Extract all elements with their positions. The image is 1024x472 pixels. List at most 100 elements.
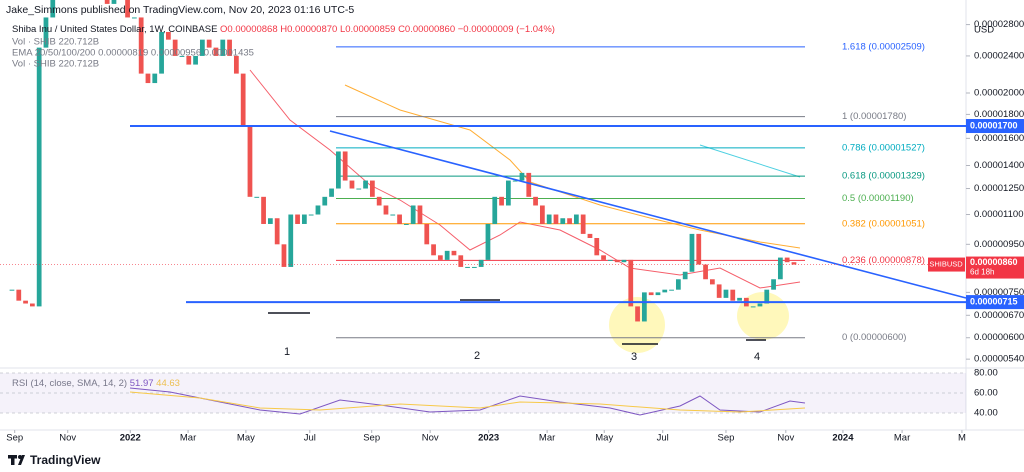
rsi-sma-value: 44.63 <box>156 378 180 389</box>
y-tick-label: 0.00000600 <box>974 332 1024 343</box>
candle-body <box>329 188 334 197</box>
price-tag <box>966 119 1024 134</box>
fib-label: 0.618 (0.00001329) <box>842 171 925 182</box>
rsi-line <box>129 387 806 416</box>
price-tag <box>966 256 1024 279</box>
candle-body <box>716 284 722 298</box>
y-tick-label: 0.00001600 <box>974 133 1024 144</box>
candle-body <box>274 218 280 245</box>
candle-body <box>777 257 783 280</box>
candle-body <box>505 180 511 206</box>
x-tick-label: May <box>595 433 613 444</box>
x-tick-label: Sep <box>6 433 23 444</box>
candle-body <box>403 223 409 225</box>
candle-body <box>138 17 144 74</box>
publisher-note: Jake_Simmons published on TradingView.co… <box>6 4 354 16</box>
candle-body <box>159 31 164 74</box>
candle-body <box>165 31 171 40</box>
candle-body <box>145 73 151 84</box>
trendline <box>329 130 967 299</box>
highlight-circle <box>737 292 789 340</box>
candle-body <box>233 55 239 74</box>
candle-body <box>36 47 42 307</box>
candle-body <box>655 292 661 296</box>
symbol-tag-box <box>928 257 965 272</box>
candle-body <box>342 151 348 181</box>
brand-logo <box>8 455 25 465</box>
candle-body <box>512 180 518 182</box>
candle-body <box>322 196 328 206</box>
candle-body <box>451 250 457 256</box>
candle-body <box>193 55 198 65</box>
candle-body <box>437 255 443 260</box>
y-tick-label: 0.00002800 <box>974 19 1024 30</box>
candle-body <box>131 17 137 19</box>
candle-body <box>675 279 681 290</box>
candle-body <box>587 233 593 238</box>
candle-body <box>261 196 266 224</box>
rsi-title: RSI (14, close, SMA, 14, 2) 51.97 44.63 <box>12 378 180 389</box>
y-tick-label: 0.00001100 <box>974 209 1024 220</box>
candle-body <box>29 303 35 307</box>
candle-body <box>179 55 185 57</box>
rsi-title: RSI (14, close, SMA, 14, 2) <box>12 378 127 389</box>
candle-body <box>750 306 756 308</box>
candle-body <box>125 0 130 18</box>
fib-label: 0.5 (0.00001190) <box>842 193 914 204</box>
candle-body <box>417 205 423 224</box>
x-tick-label: Sep <box>363 433 380 444</box>
rsi-tick-label: 60.00 <box>974 388 998 399</box>
candle-body <box>573 214 579 224</box>
candle-body <box>397 214 402 224</box>
fib-label: 1 (0.00001780) <box>842 111 906 122</box>
rsi-tick-label: 80.00 <box>974 368 998 379</box>
candle-body <box>335 151 341 189</box>
candle-body <box>526 172 532 197</box>
candle-body <box>757 303 763 307</box>
x-tick-label: Nov <box>777 433 794 444</box>
candle-body <box>308 214 314 216</box>
x-tick-label: Mar <box>539 433 555 444</box>
candle-body <box>546 214 552 224</box>
candle-body <box>709 279 715 285</box>
candle-body <box>737 297 742 301</box>
candle-body <box>492 196 498 224</box>
candle-body <box>186 55 192 65</box>
candle-body <box>791 262 797 265</box>
candle-body <box>301 214 307 224</box>
candle-body <box>648 292 654 296</box>
candle-body <box>431 244 436 256</box>
x-tick-label: Jul <box>657 433 669 444</box>
candle-body <box>703 264 708 280</box>
price-tag-label: 0.00000715 <box>970 296 1018 306</box>
candle-body <box>111 0 117 4</box>
candle-body <box>628 259 634 307</box>
x-tick-label: Mar <box>180 433 196 444</box>
annotation: 1 <box>284 346 290 358</box>
candle-body <box>172 39 178 56</box>
annotation: 3 <box>631 351 637 363</box>
candle-body <box>152 73 158 84</box>
ema-line <box>249 69 801 289</box>
ema-line <box>699 144 801 178</box>
y-tick-label: 0.00001250 <box>974 183 1024 194</box>
candle-body <box>356 188 362 190</box>
candle-body <box>199 39 205 56</box>
rsi-sma-line <box>129 391 806 413</box>
candle-body <box>485 223 491 260</box>
x-tick-label: 2024 <box>832 433 854 444</box>
candle-body <box>539 205 545 224</box>
candle-body <box>580 214 586 234</box>
fib-label: 0.382 (0.00001051) <box>842 218 925 229</box>
candle-body <box>369 180 375 197</box>
candle-body <box>254 196 260 198</box>
candle-body <box>267 218 273 224</box>
candle-body <box>281 244 287 267</box>
candle-body <box>363 180 368 189</box>
candle-body <box>471 266 477 268</box>
candle-body <box>635 306 640 322</box>
candle-body <box>50 0 56 18</box>
candle-body <box>614 259 620 263</box>
ohlc-readout: O0.00000868 H0.00000870 L0.00000859 C0.0… <box>220 24 555 35</box>
candle-body <box>723 289 729 298</box>
